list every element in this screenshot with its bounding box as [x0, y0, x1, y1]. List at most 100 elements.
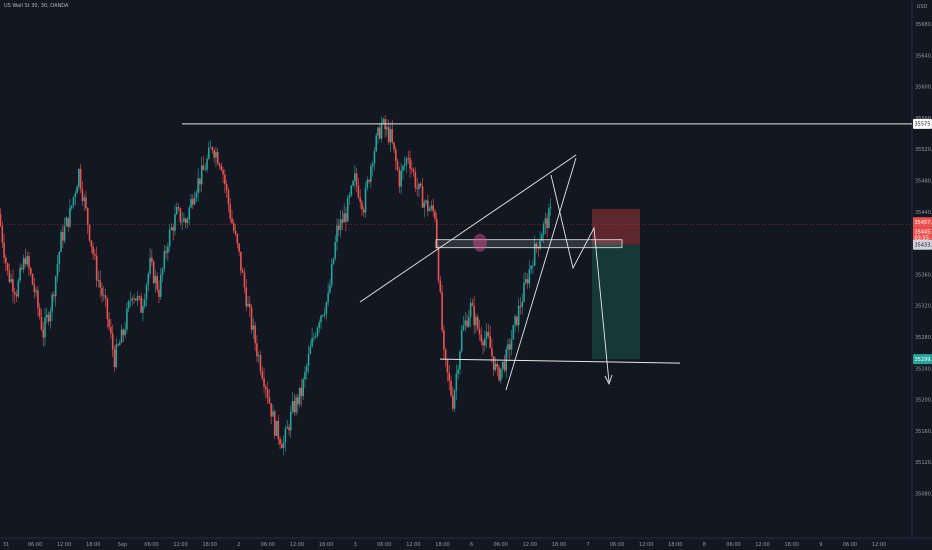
- candle-body: [437, 247, 440, 281]
- candle-body: [514, 316, 516, 325]
- candle-body: [240, 251, 242, 271]
- candle-body: [156, 276, 158, 290]
- candle-body: [28, 256, 30, 269]
- stop-loss-zone: [592, 208, 640, 245]
- candle-body: [377, 127, 379, 136]
- candle-body: [378, 127, 381, 139]
- candle-body: [345, 213, 347, 222]
- projection-path: [550, 174, 610, 383]
- candle-body: [482, 341, 484, 346]
- candle-body: [232, 223, 235, 231]
- candle-body: [122, 329, 125, 336]
- price-axis[interactable]: USD35680.035640.035600.035560.035520.035…: [915, 4, 932, 498]
- candle-body: [343, 213, 345, 223]
- entry-zone-box: [435, 239, 623, 249]
- candle-body: [186, 219, 189, 224]
- candle-body: [352, 181, 354, 186]
- candle-body: [74, 193, 77, 198]
- candle-body: [380, 122, 383, 139]
- candle-body: [129, 300, 132, 302]
- time-tick-label: 06:00: [610, 542, 624, 548]
- time-tick-label: 06:00: [261, 542, 275, 548]
- candle-body: [282, 442, 285, 449]
- candle-body: [85, 197, 87, 209]
- candle-body: [325, 302, 328, 314]
- candle-body: [478, 328, 481, 335]
- candle-body: [448, 372, 451, 381]
- candle-body: [313, 337, 315, 338]
- candle-body: [494, 363, 497, 371]
- candle-body: [1, 225, 4, 243]
- time-tick-label: 12:00: [872, 542, 886, 548]
- candle-body: [295, 397, 297, 413]
- candle-body: [19, 267, 21, 281]
- candle-body: [241, 270, 244, 273]
- candle-body: [245, 287, 248, 307]
- time-axis[interactable]: 31 06:00 12:00 18:00 Sep 06:00 12:00 18:00 2 06:0…: [3, 542, 886, 548]
- candle-body: [329, 285, 331, 293]
- drawings[interactable]: [0, 123, 912, 391]
- candle-body: [441, 292, 443, 331]
- candle-body: [542, 224, 545, 235]
- candle-body: [208, 147, 210, 159]
- take-profit-zone: [592, 244, 640, 360]
- candle-body: [364, 187, 367, 213]
- candle-body: [229, 204, 232, 219]
- candle-body: [305, 366, 308, 372]
- candle-body: [265, 386, 267, 389]
- candle-body: [138, 296, 141, 298]
- candle-body: [398, 169, 401, 187]
- candle-body: [361, 202, 363, 210]
- time-tick-label: 31: [3, 542, 9, 548]
- candle-body: [462, 325, 465, 331]
- candle-body: [311, 337, 313, 347]
- projection-arrow-icon: [604, 374, 613, 386]
- position-zones: [592, 208, 640, 360]
- candle-body: [117, 344, 119, 346]
- candle-body: [161, 268, 164, 275]
- candle-body: [35, 290, 37, 293]
- candle-body: [336, 225, 338, 242]
- candle-body: [286, 427, 288, 429]
- candle-body: [439, 280, 442, 293]
- support-line: [439, 358, 681, 364]
- candle-body: [197, 178, 199, 193]
- candle-body: [354, 173, 356, 182]
- candle-body: [142, 306, 144, 313]
- candle-body: [145, 284, 148, 300]
- candle-body: [99, 280, 102, 288]
- candle-body: [184, 218, 187, 224]
- candle-body: [549, 207, 552, 209]
- time-tick-label: 18:00: [86, 542, 100, 548]
- candle-body: [341, 219, 344, 223]
- candle-body: [179, 208, 182, 223]
- candle-body: [485, 331, 488, 339]
- candle-body: [512, 324, 515, 340]
- candle-body: [541, 234, 543, 241]
- candle-body: [453, 390, 456, 409]
- candle-body: [38, 307, 41, 317]
- candle-body: [396, 161, 399, 170]
- price-tick-label: 35680.0: [915, 22, 932, 28]
- candle-body: [297, 397, 299, 405]
- time-tick-label: 18:00: [668, 542, 682, 548]
- candle-body: [152, 261, 155, 283]
- candle-body: [24, 258, 27, 265]
- chart-title: US Wall St 30, 30, OANDA: [4, 3, 69, 9]
- resistance-price-tag-bg: [913, 118, 932, 129]
- candle-body: [224, 174, 226, 184]
- current-price-tag-ext: [913, 227, 932, 242]
- candle-body: [60, 231, 62, 252]
- candle-body: [330, 264, 333, 286]
- candle-body: [432, 205, 434, 212]
- candle-body: [366, 179, 369, 188]
- time-tick-label: 18:00: [202, 542, 216, 548]
- price-tick-label: 35160.0: [915, 429, 932, 435]
- candle-body: [357, 185, 360, 198]
- candle-body: [104, 295, 107, 299]
- candle-body: [302, 379, 305, 397]
- candle-body: [450, 380, 452, 396]
- candle-body: [339, 219, 342, 231]
- candle-body: [225, 183, 228, 191]
